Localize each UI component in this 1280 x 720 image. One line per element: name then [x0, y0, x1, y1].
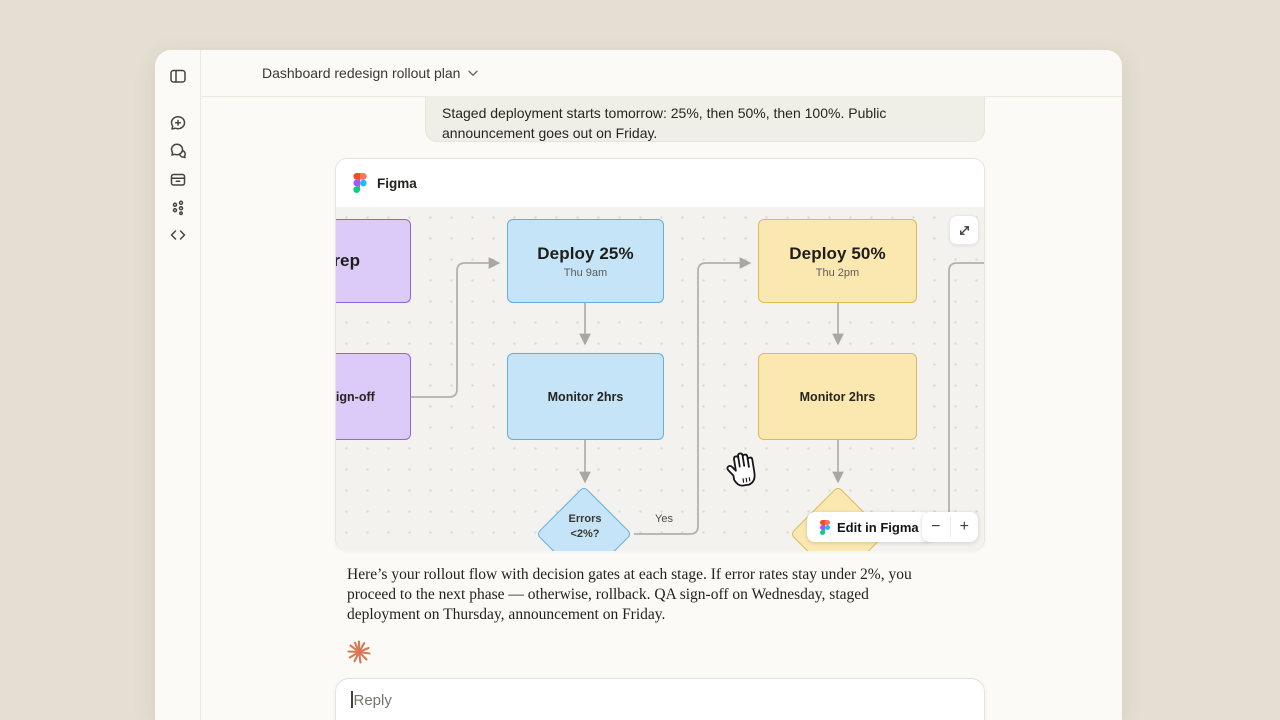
- user-message-bubble: Staged deployment starts tomorrow: 25%, …: [425, 96, 985, 142]
- chevron-down-icon: [468, 70, 479, 76]
- figma-canvas[interactable]: Prep QA sign-off Deploy 25% Thu 9am Depl…: [336, 207, 984, 551]
- hand-grab-cursor: [726, 452, 756, 487]
- conversation-title: Dashboard redesign rollout plan: [262, 65, 461, 81]
- expand-embed-button[interactable]: [949, 215, 979, 245]
- reply-input[interactable]: Reply: [335, 678, 985, 720]
- flow-node-monitor-yellow: Monitor 2hrs: [758, 353, 917, 440]
- figma-embed-card: Figma Prep QA sign-off Deploy 25% Thu 9a…: [335, 158, 985, 551]
- flow-node-qa-signoff: QA sign-off: [336, 353, 411, 440]
- figma-app-name: Figma: [377, 175, 417, 191]
- new-chat-icon[interactable]: [169, 114, 187, 132]
- flow-node-monitor-blue: Monitor 2hrs: [507, 353, 664, 440]
- zoom-in-button[interactable]: +: [959, 518, 969, 535]
- assistant-message-text: Here’s your rollout flow with decision g…: [347, 566, 912, 623]
- sidebar: [155, 50, 201, 720]
- text-caret: [351, 691, 353, 708]
- figma-logo-icon: [820, 519, 830, 535]
- edit-in-figma-button[interactable]: Edit in Figma: [807, 512, 932, 542]
- claude-spark-icon: [347, 640, 371, 664]
- expand-icon: [959, 225, 969, 235]
- zoom-out-button[interactable]: −: [931, 518, 941, 535]
- zoom-controls: − +: [922, 512, 978, 542]
- sidebar-toggle-icon[interactable]: [169, 67, 187, 85]
- flow-decision-errors-blue-label: Errors <2%?: [568, 513, 602, 540]
- figma-embed-header: Figma: [336, 159, 984, 208]
- flow-node-deploy-50: Deploy 50% Thu 2pm: [758, 219, 917, 303]
- conversation-header: Dashboard redesign rollout plan: [200, 50, 1122, 97]
- chat-scroll-area[interactable]: Staged deployment starts tomorrow: 25%, …: [200, 96, 1122, 720]
- chats-icon[interactable]: [169, 142, 187, 160]
- apps-icon[interactable]: [169, 198, 187, 216]
- conversation-title-dropdown[interactable]: Dashboard redesign rollout plan: [262, 50, 479, 96]
- yes-edge-label-blue: Yes: [655, 513, 673, 525]
- flow-node-deploy-25: Deploy 25% Thu 9am: [507, 219, 664, 303]
- reply-placeholder: Reply: [353, 692, 392, 709]
- edit-in-figma-label: Edit in Figma: [837, 519, 919, 535]
- projects-icon[interactable]: [169, 170, 187, 188]
- flow-node-prep: Prep: [336, 219, 411, 303]
- figma-logo-icon: [353, 173, 367, 193]
- user-message-text: Staged deployment starts tomorrow: 25%, …: [442, 105, 887, 141]
- app-window: Dashboard redesign rollout plan Staged d…: [155, 50, 1122, 720]
- code-icon[interactable]: [169, 226, 187, 244]
